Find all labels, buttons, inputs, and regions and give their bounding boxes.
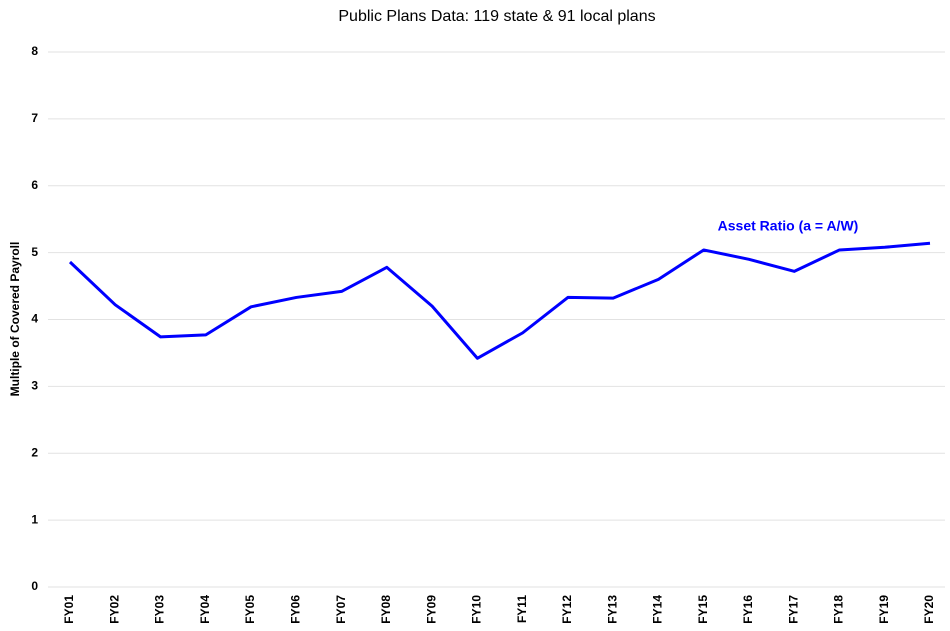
series-label: Asset Ratio (a = A/W): [718, 218, 859, 234]
chart-title: Public Plans Data: 119 state & 91 local …: [338, 8, 655, 25]
x-tick-label: FY11: [515, 595, 529, 623]
x-tick-label: FY08: [379, 595, 393, 624]
y-tick-label: 1: [31, 512, 38, 526]
x-tick-label: FY20: [922, 595, 936, 624]
y-tick-label: 6: [31, 178, 38, 192]
y-tick-label: 3: [31, 379, 38, 393]
x-tick-label: FY04: [198, 595, 212, 624]
series-line: [68, 241, 931, 360]
x-tick-label: FY06: [288, 595, 302, 624]
x-tick-label: FY01: [62, 595, 76, 624]
x-tick-label: FY19: [877, 595, 891, 624]
x-tick-label: FY02: [107, 595, 121, 624]
x-tick-label: FY13: [605, 595, 619, 624]
x-tick-label: FY07: [334, 595, 348, 624]
y-tick-label: 0: [31, 579, 38, 593]
x-tick-label: FY03: [153, 595, 167, 624]
y-tick-label: 7: [31, 111, 38, 125]
x-tick-label: FY09: [424, 595, 438, 624]
x-tick-label: FY15: [696, 595, 710, 624]
x-tick-label: FY05: [243, 595, 257, 624]
x-tick-label: FY18: [832, 595, 846, 624]
x-tick-label: FY17: [786, 595, 800, 624]
y-tick-label: 2: [31, 445, 38, 459]
x-tick-label: FY16: [741, 595, 755, 624]
y-tick-label: 5: [31, 245, 38, 259]
x-tick-label: FY14: [651, 595, 665, 624]
x-tick-label: FY12: [560, 595, 574, 624]
y-tick-label: 4: [31, 312, 38, 326]
x-tick-label: FY10: [470, 595, 484, 624]
y-axis-label: Multiple of Covered Payroll: [8, 242, 22, 397]
y-tick-label: 8: [31, 44, 38, 58]
